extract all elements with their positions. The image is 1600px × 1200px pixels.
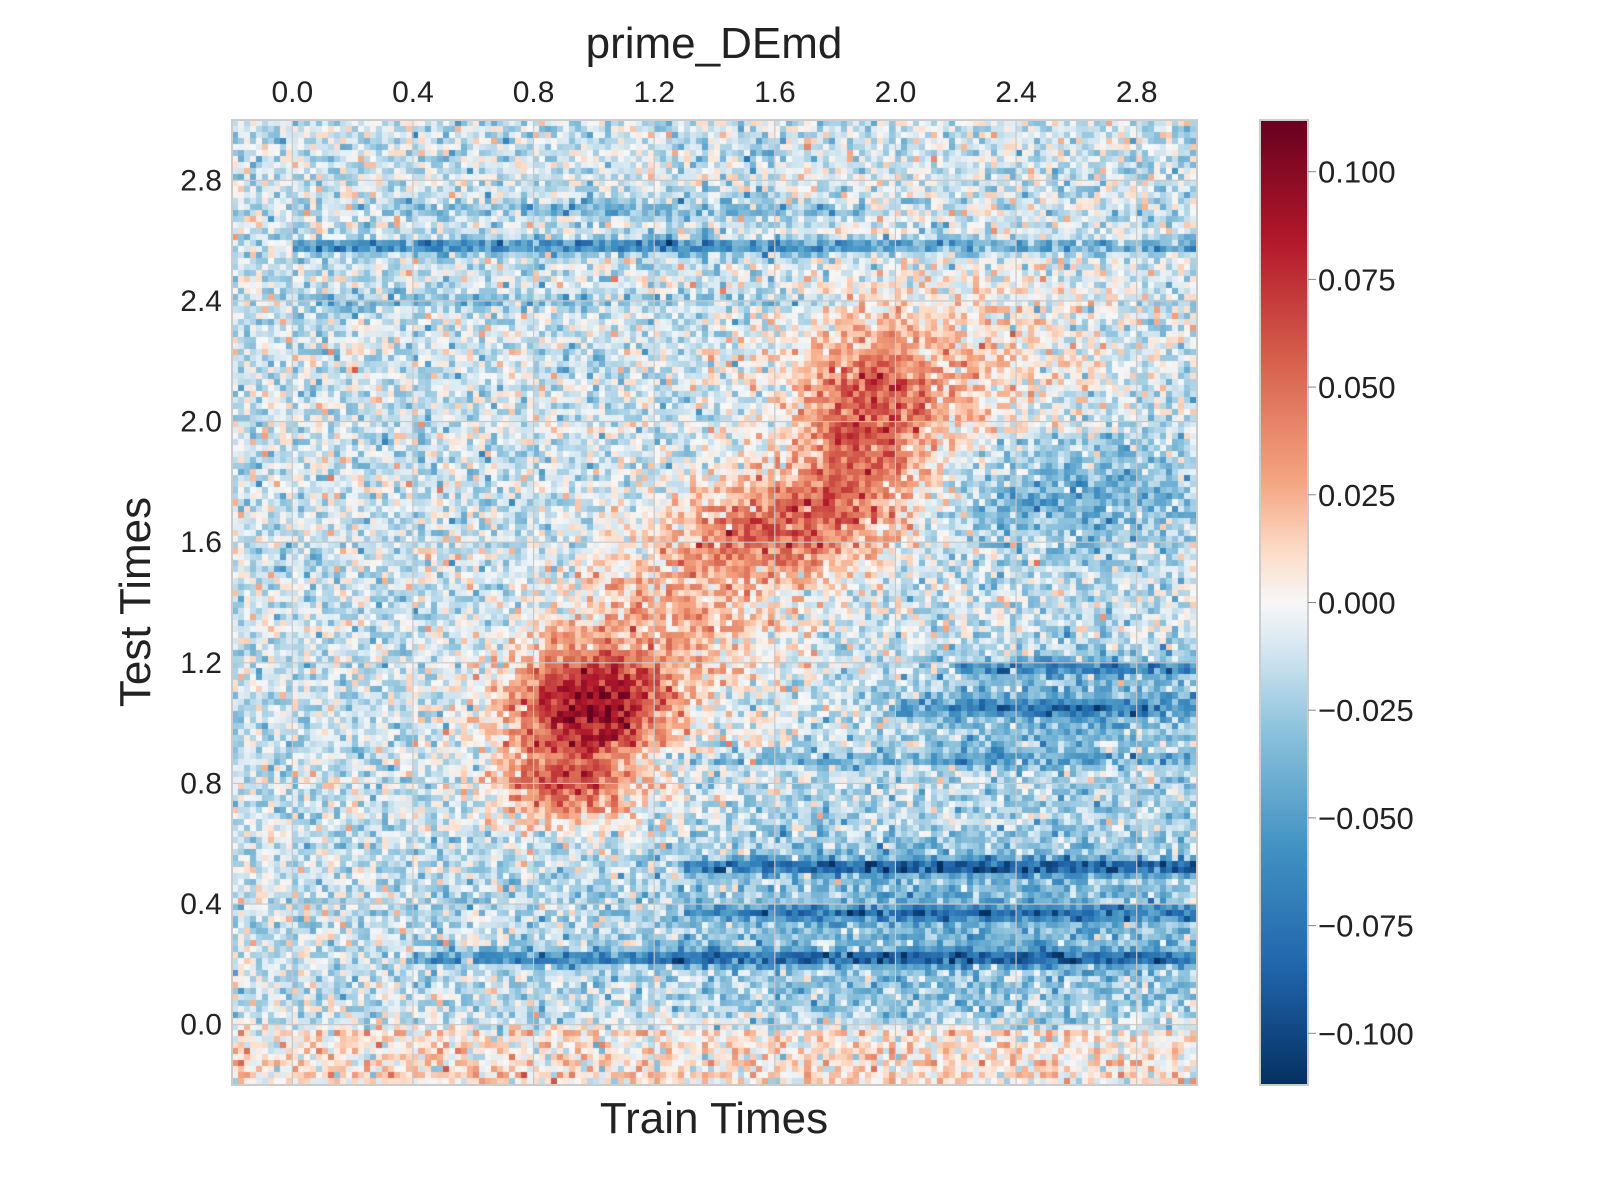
colorbar-tick-label: −0.050 [1318, 801, 1414, 836]
plot-frame [231, 119, 1198, 1086]
colorbar-tick-labels: 0.100 0.075 0.050 0.025 0.000 −0.025 −0.050 −0.… [1308, 155, 1414, 1051]
x-tick-label: 0.0 [271, 76, 313, 109]
heatmap-cells-container [232, 120, 1197, 1085]
colorbar-tick-label: −0.075 [1318, 909, 1414, 944]
colorbar-tick-label: −0.025 [1318, 693, 1414, 728]
y-tick-label: 0.0 [180, 1009, 222, 1042]
grid-lines [232, 120, 1197, 1085]
x-tick-label: 1.2 [633, 76, 675, 109]
x-tick-label: 0.4 [392, 76, 434, 109]
y-axis-label: Test Times [111, 497, 160, 707]
x-tick-label: 1.6 [754, 76, 796, 109]
colorbar-gradient [1259, 119, 1309, 1086]
y-tick-label: 0.8 [180, 767, 222, 800]
x-tick-label: 2.4 [995, 76, 1037, 109]
x-axis-label: Train Times [600, 1094, 828, 1143]
y-tick-label: 1.2 [180, 647, 222, 680]
x-tick-label: 2.0 [875, 76, 917, 109]
x-tick-label: 0.8 [513, 76, 555, 109]
colorbar-tick-label: −0.100 [1318, 1016, 1414, 1051]
y-tick-label: 2.8 [180, 164, 222, 197]
y-tick-label: 2.0 [180, 406, 222, 439]
colorbar-tick-label: 0.000 [1318, 586, 1396, 621]
colorbar: 0.100 0.075 0.050 0.025 0.000 −0.025 −0.050 −0.… [1259, 119, 1414, 1086]
y-tick-label: 0.4 [180, 888, 222, 921]
colorbar-tick-label: 0.100 [1318, 155, 1396, 190]
colorbar-tick-label: 0.050 [1318, 370, 1396, 405]
colorbar-tick-label: 0.025 [1318, 478, 1396, 513]
x-tick-labels: 0.0 0.4 0.8 1.2 1.6 2.0 2.4 2.8 [271, 76, 1157, 109]
heatmap-plot-area [231, 119, 1198, 1086]
y-tick-label: 2.4 [180, 285, 222, 318]
x-tick-label: 2.8 [1116, 76, 1158, 109]
y-tick-labels: 0.0 0.4 0.8 1.2 1.6 2.0 2.4 2.8 [180, 164, 222, 1041]
colorbar-tick-label: 0.075 [1318, 262, 1396, 297]
chart-title: prime_DEmd [586, 19, 843, 68]
y-tick-label: 1.6 [180, 526, 222, 559]
heatmap-cells [232, 120, 1197, 1085]
